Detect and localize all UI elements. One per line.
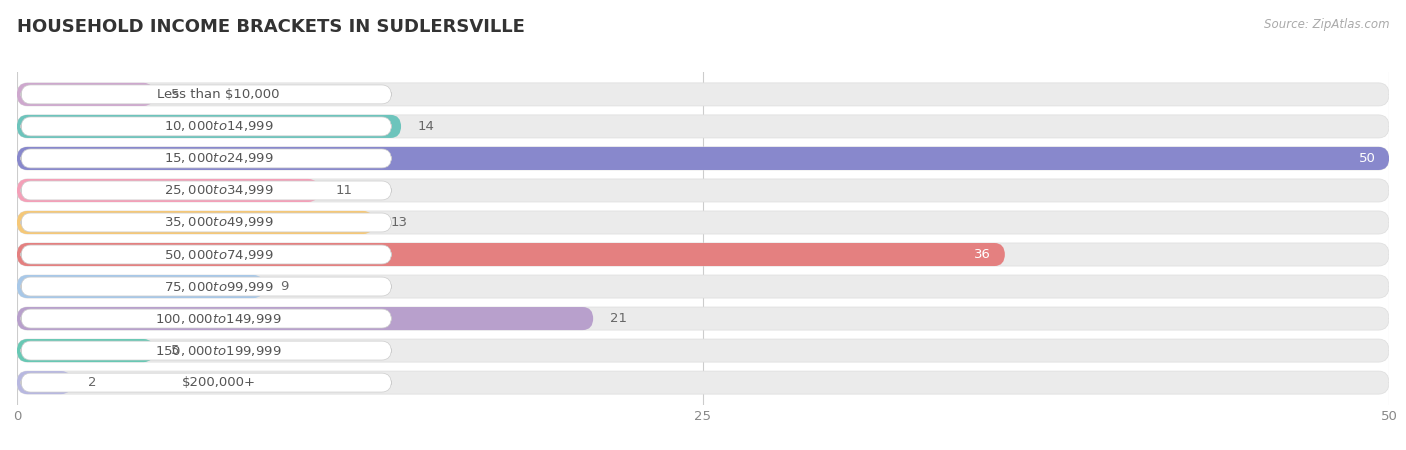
- FancyBboxPatch shape: [17, 211, 374, 234]
- FancyBboxPatch shape: [17, 275, 264, 298]
- FancyBboxPatch shape: [17, 147, 1389, 170]
- FancyBboxPatch shape: [21, 245, 391, 264]
- FancyBboxPatch shape: [21, 309, 391, 328]
- Text: 11: 11: [335, 184, 353, 197]
- FancyBboxPatch shape: [17, 211, 1389, 234]
- FancyBboxPatch shape: [21, 181, 391, 200]
- FancyBboxPatch shape: [17, 243, 1005, 266]
- FancyBboxPatch shape: [21, 85, 391, 104]
- FancyBboxPatch shape: [17, 83, 155, 106]
- Text: $200,000+: $200,000+: [181, 376, 256, 389]
- FancyBboxPatch shape: [17, 179, 319, 202]
- FancyBboxPatch shape: [17, 115, 1389, 138]
- Text: 36: 36: [974, 248, 991, 261]
- Text: $75,000 to $99,999: $75,000 to $99,999: [163, 279, 273, 293]
- Text: $150,000 to $199,999: $150,000 to $199,999: [155, 343, 281, 358]
- FancyBboxPatch shape: [21, 213, 391, 232]
- FancyBboxPatch shape: [17, 147, 1389, 170]
- Text: 14: 14: [418, 120, 434, 133]
- FancyBboxPatch shape: [17, 115, 401, 138]
- Text: Source: ZipAtlas.com: Source: ZipAtlas.com: [1264, 18, 1389, 31]
- FancyBboxPatch shape: [21, 277, 391, 296]
- Text: 5: 5: [170, 344, 179, 357]
- FancyBboxPatch shape: [17, 83, 1389, 106]
- Text: $50,000 to $74,999: $50,000 to $74,999: [163, 248, 273, 261]
- FancyBboxPatch shape: [21, 117, 391, 136]
- Text: 13: 13: [389, 216, 408, 229]
- Text: 2: 2: [89, 376, 97, 389]
- FancyBboxPatch shape: [17, 339, 155, 362]
- Text: 21: 21: [610, 312, 627, 325]
- Text: 9: 9: [280, 280, 288, 293]
- Text: $15,000 to $24,999: $15,000 to $24,999: [163, 152, 273, 166]
- FancyBboxPatch shape: [17, 275, 1389, 298]
- Text: $10,000 to $14,999: $10,000 to $14,999: [163, 119, 273, 134]
- Text: 50: 50: [1358, 152, 1375, 165]
- Text: $35,000 to $49,999: $35,000 to $49,999: [163, 216, 273, 230]
- FancyBboxPatch shape: [17, 339, 1389, 362]
- Text: $25,000 to $34,999: $25,000 to $34,999: [163, 184, 273, 198]
- Text: $100,000 to $149,999: $100,000 to $149,999: [155, 311, 281, 325]
- Text: Less than $10,000: Less than $10,000: [157, 88, 280, 101]
- FancyBboxPatch shape: [17, 307, 593, 330]
- FancyBboxPatch shape: [21, 149, 391, 168]
- Text: HOUSEHOLD INCOME BRACKETS IN SUDLERSVILLE: HOUSEHOLD INCOME BRACKETS IN SUDLERSVILL…: [17, 18, 524, 36]
- FancyBboxPatch shape: [17, 371, 1389, 394]
- FancyBboxPatch shape: [17, 371, 72, 394]
- FancyBboxPatch shape: [21, 373, 391, 392]
- Text: 5: 5: [170, 88, 179, 101]
- FancyBboxPatch shape: [21, 341, 391, 360]
- FancyBboxPatch shape: [17, 179, 1389, 202]
- FancyBboxPatch shape: [17, 307, 1389, 330]
- FancyBboxPatch shape: [17, 243, 1389, 266]
